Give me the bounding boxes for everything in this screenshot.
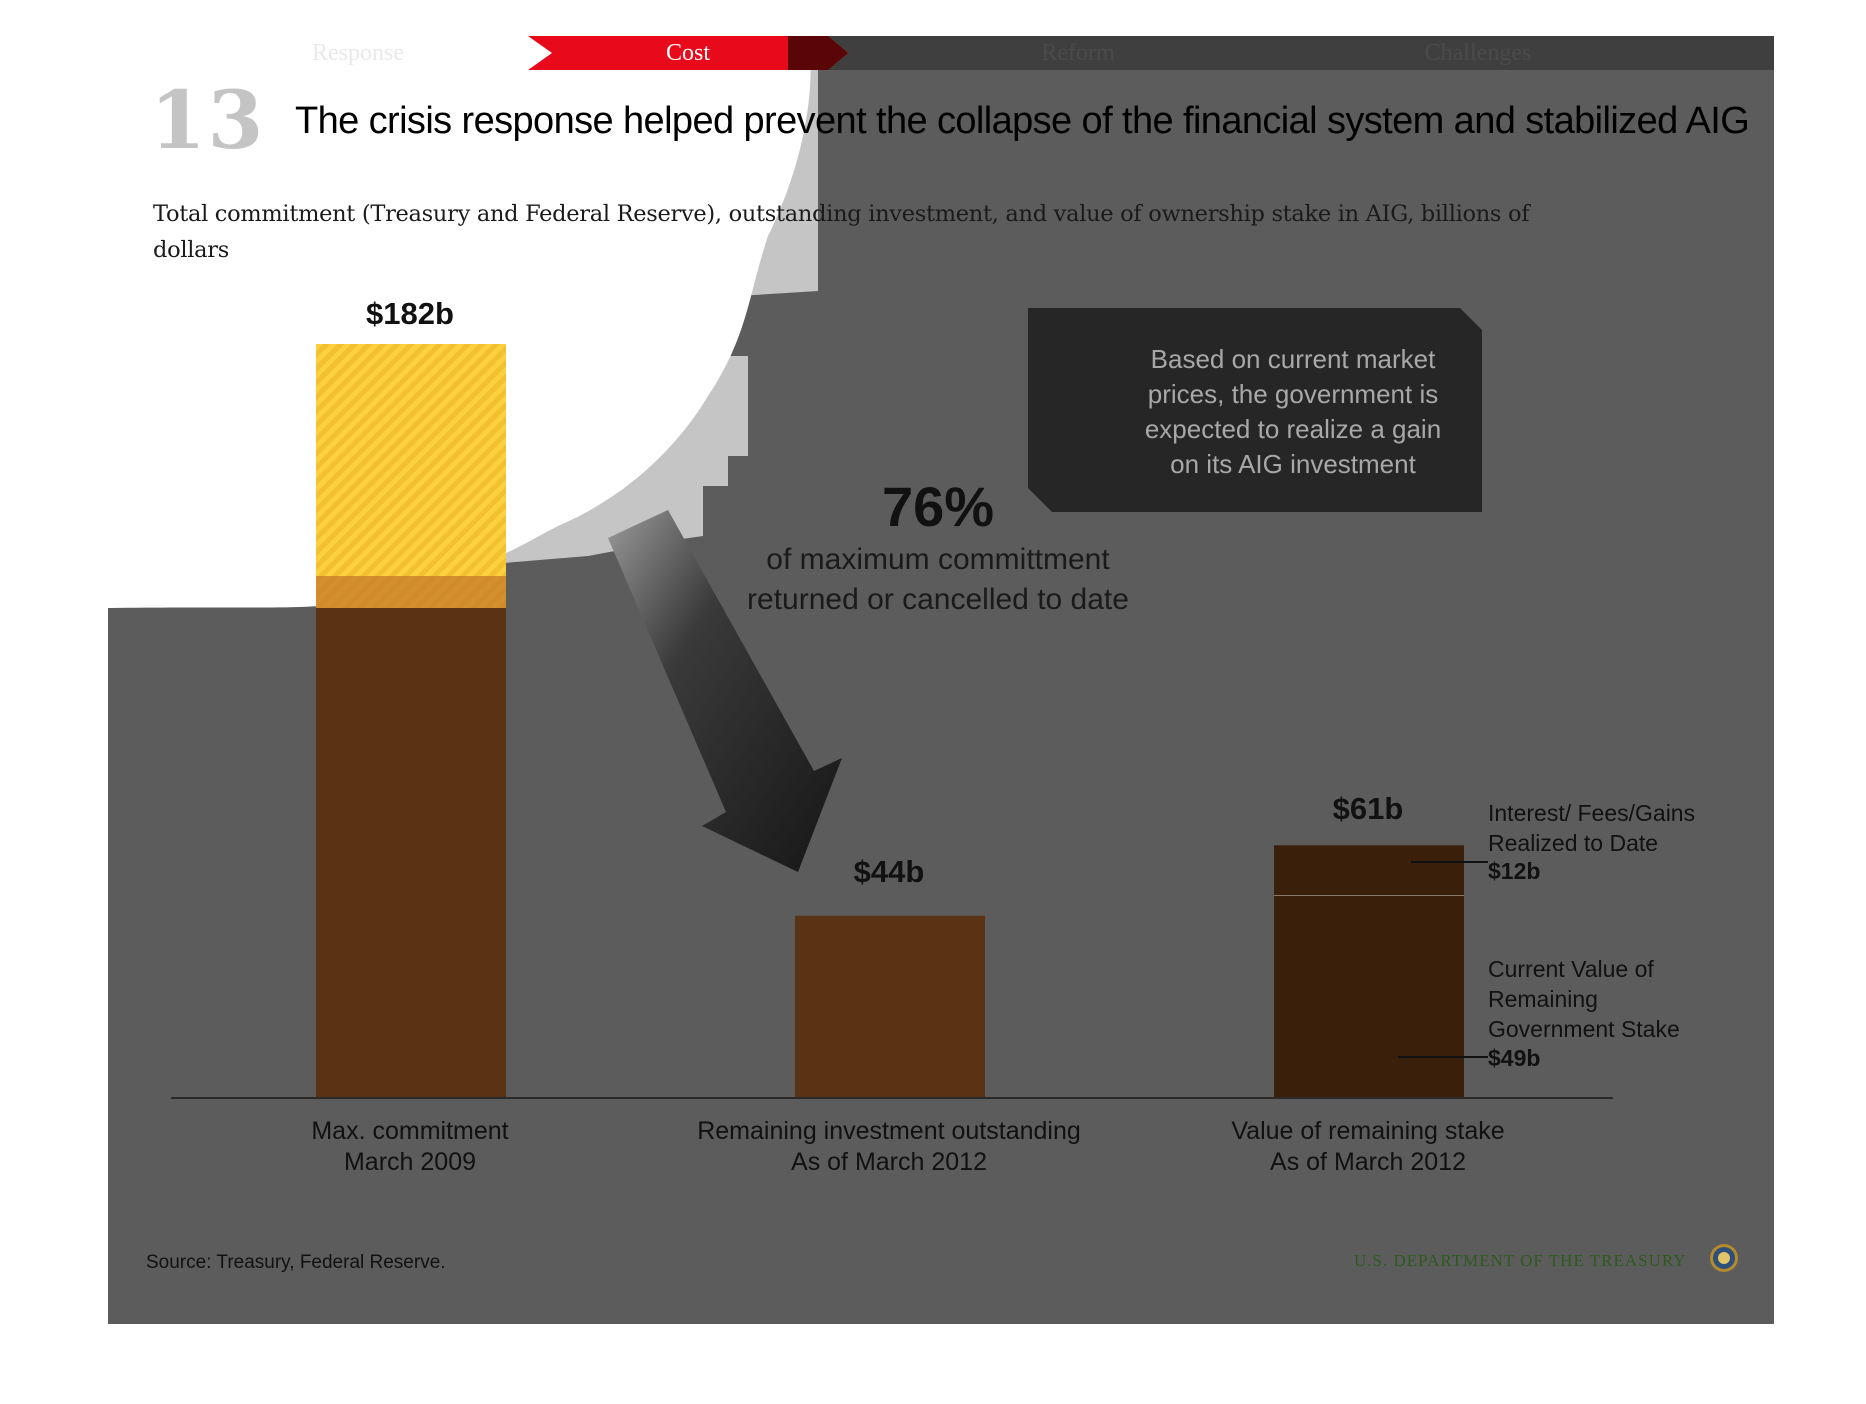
bar-max	[316, 608, 506, 1098]
callout-text: Based on current market prices, the gove…	[1144, 344, 1442, 479]
bar-chart	[171, 308, 1738, 1272]
segment-note-stake: Current Value of Remaining Government St…	[1488, 956, 1680, 1042]
bar-outstanding	[795, 915, 985, 1098]
percent-caption: of maximum committment returned or cance…	[747, 543, 1129, 616]
callout-box	[1028, 308, 1482, 512]
source-note: Source: Treasury, Federal Reserve.	[146, 1252, 446, 1273]
bar-stake-segment-1	[1274, 845, 1464, 895]
percent-highlight: 76%	[881, 475, 995, 538]
slide-title: The crisis response helped prevent the c…	[295, 100, 1750, 142]
down-arrow-icon	[608, 510, 842, 872]
white-overlay	[108, 36, 811, 608]
slide-background	[108, 36, 1774, 636]
segment-note-interest: Interest/ Fees/Gains Realized to Date	[1488, 800, 1696, 856]
tab-reform[interactable]: Reform	[1041, 39, 1115, 66]
value-label-outstanding: $44b	[853, 854, 925, 889]
bar-max-highlight	[316, 344, 506, 608]
treasury-seal-icon	[1710, 1244, 1738, 1272]
tab-response[interactable]: Response	[312, 39, 404, 66]
segment-value-stake: $49b	[1488, 1045, 1541, 1071]
category-label-stake: Value of remaining stake As of March 201…	[1231, 1117, 1505, 1176]
tab-cost[interactable]: Cost	[528, 36, 848, 70]
tab-challenges[interactable]: Challenges	[1424, 39, 1532, 66]
category-label-max: Max. commitment March 2009	[311, 1117, 509, 1176]
tab-cost-background	[528, 36, 848, 70]
segment-value-interest: $12b	[1488, 858, 1541, 884]
bar-max-transition	[316, 576, 506, 608]
slide-number: 13	[150, 73, 266, 167]
department-name: U.S. DEPARTMENT OF THE TREASURY	[1354, 1251, 1687, 1270]
bar-stake-segment-0	[1274, 895, 1464, 1098]
value-label-max: $182b	[366, 296, 454, 331]
slide: Response Cost Reform Challenges 13 The c…	[108, 36, 1774, 1324]
chart-subtitle: Total commitment (Treasury and Federal R…	[153, 201, 1530, 263]
category-label-outstanding: Remaining investment outstanding As of M…	[697, 1117, 1081, 1176]
value-label-stake: $61b	[1332, 791, 1404, 826]
